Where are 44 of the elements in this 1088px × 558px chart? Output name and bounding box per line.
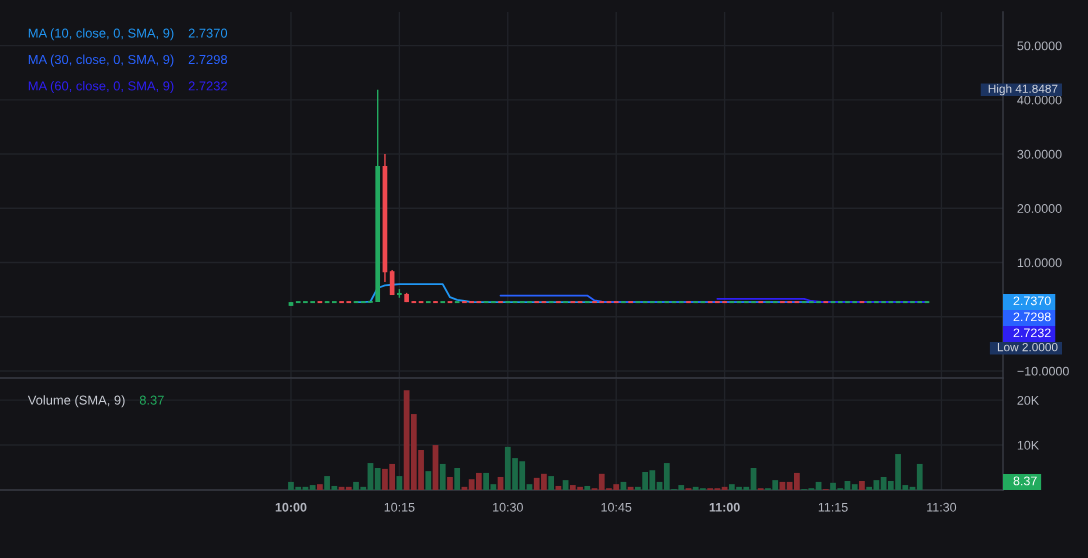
annotation: Low 2.0000 xyxy=(997,342,1058,352)
bar xyxy=(396,476,403,490)
text: 2.7298 xyxy=(1013,312,1051,322)
bar xyxy=(584,485,591,490)
x-tick-label: 11:00 xyxy=(709,502,740,512)
bar xyxy=(309,485,316,490)
x-tick-label: 10:30 xyxy=(493,502,523,512)
text: 2.7370 xyxy=(1013,296,1051,306)
x-tick-label: 10:15 xyxy=(384,502,415,512)
y-tick-label: 20.0000 xyxy=(1017,204,1062,213)
x-tick-label: 10:00 xyxy=(275,502,307,512)
y-tick-label: 10.0000 xyxy=(1017,258,1062,268)
bar xyxy=(916,463,923,490)
bar xyxy=(345,486,352,490)
y-tick-label: 30.0000 xyxy=(1017,149,1062,159)
text: 8.37 xyxy=(1013,476,1037,486)
text: MA (60, close, 0, SMA, 9) xyxy=(28,80,174,94)
y-tick-label: −10.0000 xyxy=(1017,366,1069,376)
y-tick-label: 10K xyxy=(1017,440,1039,450)
annotation: 2.7232 xyxy=(188,81,227,91)
text: Volume (SMA, 9) xyxy=(27,395,125,408)
x-tick-label: 10:45 xyxy=(601,502,632,512)
y-tick-label: 50.0000 xyxy=(1017,41,1062,51)
bar xyxy=(627,486,634,490)
annotation: High 41.8487 xyxy=(988,84,1058,96)
annotation: 8.37 xyxy=(139,395,164,405)
bar xyxy=(859,481,865,490)
annotation: 2.7370 xyxy=(188,28,228,38)
text: 2.7232 xyxy=(1013,328,1051,338)
bar xyxy=(851,484,858,490)
text: MA (10, close, 0, SMA, 9) xyxy=(28,28,174,41)
bar xyxy=(447,476,453,490)
bar xyxy=(317,484,323,490)
x-tick-label: 11:15 xyxy=(818,502,848,512)
y-tick-label: 20K xyxy=(1017,395,1039,405)
text: MA (30, close, 0, SMA, 9) xyxy=(28,54,174,67)
bar xyxy=(374,467,381,490)
x-tick-label: 11:30 xyxy=(927,502,957,512)
bar xyxy=(439,463,446,490)
y-tick-label: 40.0000 xyxy=(1017,95,1062,105)
bar xyxy=(454,467,461,490)
bar xyxy=(425,471,432,490)
annotation: 2.7298 xyxy=(188,54,228,65)
bar xyxy=(548,476,555,490)
